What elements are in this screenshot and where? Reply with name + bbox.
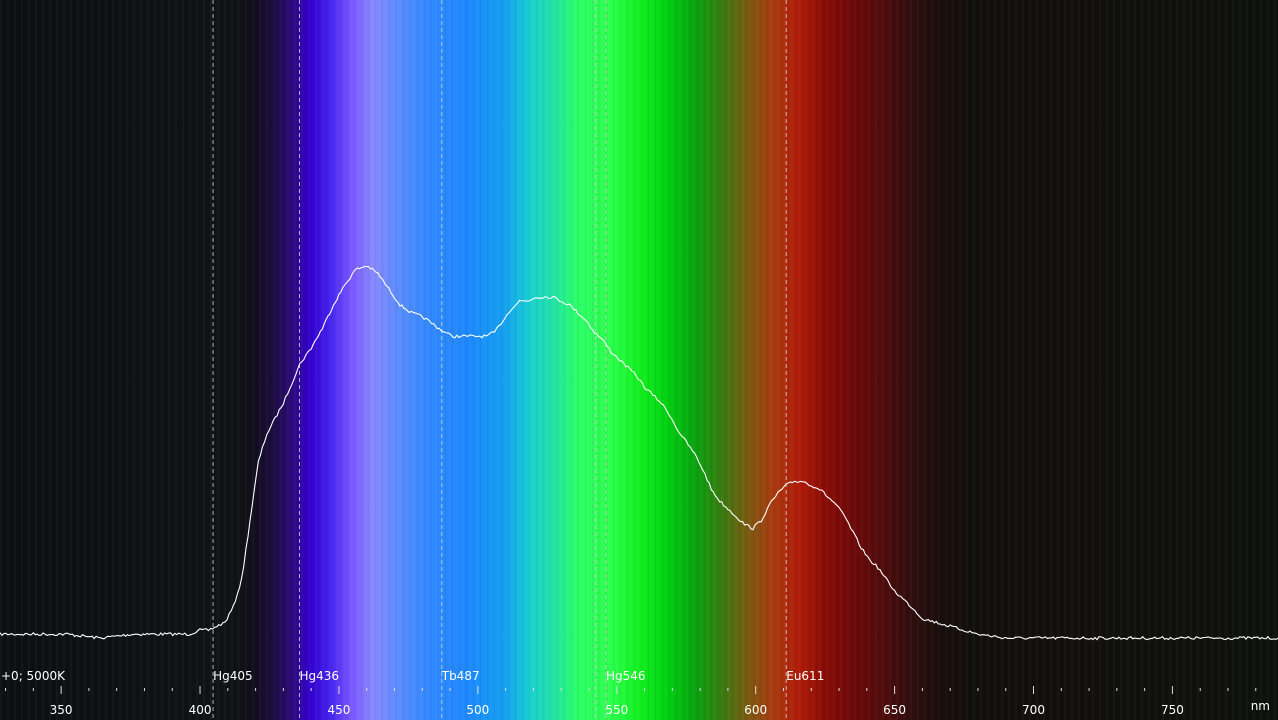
- reference-label-1: Hg436: [299, 669, 339, 683]
- reference-label-0: Hg405: [213, 669, 253, 683]
- reference-label-5: Eu611: [786, 669, 824, 683]
- x-tick-label: 400: [189, 703, 212, 717]
- reference-labels: Hg405 Hg436 Tb487 Hg546 Eu611: [213, 669, 824, 683]
- status-text: +0; 5000K: [1, 669, 66, 683]
- x-tick-label: 700: [1022, 703, 1045, 717]
- x-axis: 350 400 450 500 550 600 650 700 750: [5, 686, 1257, 717]
- x-tick-label: 600: [744, 703, 767, 717]
- x-tick-label: 750: [1161, 703, 1184, 717]
- x-tick-label: 550: [605, 703, 628, 717]
- reference-label-2: Tb487: [441, 669, 480, 683]
- x-tick-label: 500: [466, 703, 489, 717]
- reference-label-4: Hg546: [606, 669, 646, 683]
- reference-lines: [212, 0, 787, 720]
- unit-label: nm: [1251, 699, 1270, 713]
- x-tick-label: 350: [50, 703, 73, 717]
- x-tick-label: 450: [327, 703, 350, 717]
- intensity-curve: [0, 265, 1278, 641]
- x-tick-label: 650: [883, 703, 906, 717]
